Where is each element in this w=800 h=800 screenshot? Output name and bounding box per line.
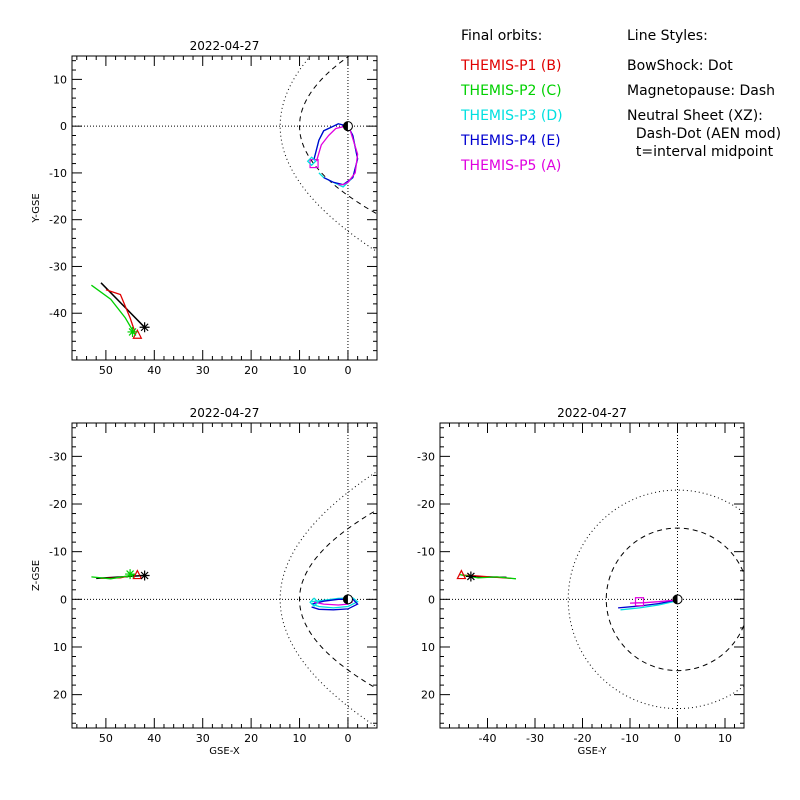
bow-shock-curve	[279, 56, 377, 253]
orbit-line-p5	[315, 125, 359, 186]
panel-xz-plane: 2022-04-27 GSE-X Z-GSE 50 40 30 20 10 0 20 10 0 -10 -…	[31, 406, 378, 757]
magnetopause-curve	[605, 527, 744, 672]
legend: Final orbits: THEMIS-P1 (B) THEMIS-P2 (C…	[460, 28, 781, 174]
y-axis-label: Z-GSE	[31, 560, 42, 591]
y-tick-label: -20	[49, 498, 67, 511]
orbit-line-p2	[91, 573, 136, 580]
y-tick-label: -40	[49, 307, 67, 320]
y-tick-label: -10	[49, 167, 67, 180]
y-tick-label: -30	[49, 450, 67, 463]
y-tick-label: -30	[49, 260, 67, 273]
panel-yz-plane: 2022-04-27 GSE-Y -40 -30 -20 -10 0 10 20 10 0 -10 -2…	[417, 406, 745, 757]
x-tick-label: 40	[147, 364, 161, 377]
y-tick-label: 20	[421, 689, 435, 702]
legend-probe-p4: THEMIS-P4 (E)	[460, 133, 561, 149]
marker-asterisk	[127, 326, 138, 337]
x-tick-label: 30	[196, 732, 210, 745]
earth-night-side	[673, 594, 678, 604]
x-tick-label: 10	[718, 732, 732, 745]
panel-title: 2022-04-27	[557, 406, 627, 420]
marker-triangle	[456, 569, 467, 580]
legend-final-orbits-title: Final orbits:	[461, 28, 542, 44]
x-tick-label: 10	[293, 732, 307, 745]
y-tick-label: -20	[49, 214, 67, 227]
marker-asterisk	[139, 570, 150, 581]
magnetopause-curve	[298, 509, 377, 690]
marker-asterisk	[465, 571, 476, 582]
x-tick-label: -20	[574, 732, 592, 745]
x-tick-label: 0	[344, 732, 351, 745]
bow-shock-curve	[279, 470, 377, 728]
x-tick-label: 10	[293, 364, 307, 377]
y-tick-label: 10	[421, 641, 435, 654]
x-tick-label: 50	[99, 364, 113, 377]
reference-track-line	[100, 282, 146, 328]
legend-style-bowshock: BowShock: Dot	[627, 58, 733, 74]
marker-triangle	[132, 569, 143, 580]
x-tick-label: -10	[621, 732, 639, 745]
legend-style-dash-dot: Dash-Dot (AEN mod)	[627, 126, 781, 142]
y-tick-label: -10	[417, 546, 435, 559]
marker-asterisk	[125, 569, 136, 580]
panel-xy-plane: 2022-04-27 Y-GSE 50 40 30 20 10 0 -40 -30 -20 -10 0 1…	[31, 39, 378, 377]
x-tick-label: 40	[147, 732, 161, 745]
panel-title: 2022-04-27	[190, 39, 260, 53]
x-axis-label: GSE-X	[209, 746, 240, 757]
x-tick-label: 20	[244, 732, 258, 745]
y-tick-label: 0	[428, 593, 435, 606]
orbit-line-p3	[311, 597, 359, 609]
x-tick-label: 50	[99, 732, 113, 745]
y-tick-label: -20	[417, 498, 435, 511]
legend-line-styles-title: Line Styles:	[627, 28, 708, 44]
y-tick-label: -10	[49, 546, 67, 559]
x-tick-label: 0	[344, 364, 351, 377]
panel-title: 2022-04-27	[190, 406, 260, 420]
y-tick-label: 0	[60, 120, 67, 133]
x-tick-label: 20	[244, 364, 258, 377]
legend-style-neutral-sheet: Neutral Sheet (XZ):	[627, 108, 763, 124]
marker-diamond	[306, 156, 317, 167]
y-tick-label: 20	[53, 689, 67, 702]
legend-style-magnetopause: Magnetopause: Dash	[627, 83, 775, 99]
orbit-line-p4	[311, 598, 359, 611]
earth-night-side	[343, 121, 348, 131]
magnetopause-curve	[298, 56, 377, 215]
legend-probe-p5: THEMIS-P5 (A)	[460, 158, 561, 174]
marker-diamond	[309, 597, 319, 608]
legend-style-midpoint: t=interval midpoint	[627, 144, 774, 160]
x-tick-label: 30	[196, 364, 210, 377]
x-tick-label: -40	[479, 732, 497, 745]
x-axis-label: GSE-Y	[578, 746, 608, 757]
x-tick-label: 0	[674, 732, 681, 745]
marker-asterisk	[139, 322, 150, 333]
orbit-line-p1	[105, 289, 136, 333]
y-axis-label: Y-GSE	[31, 193, 42, 223]
y-tick-label: 10	[53, 73, 67, 86]
y-tick-label: 10	[53, 641, 67, 654]
legend-probe-p2: THEMIS-P2 (C)	[460, 83, 562, 99]
plot-frame	[71, 55, 378, 361]
marker-square	[634, 597, 645, 607]
orbit-line-p2	[91, 284, 136, 335]
legend-probe-p1: THEMIS-P1 (B)	[460, 58, 561, 74]
plot-frame	[71, 422, 378, 729]
x-tick-label: -30	[526, 732, 544, 745]
plot-frame	[439, 422, 745, 729]
y-tick-label: -30	[417, 450, 435, 463]
y-tick-label: 0	[60, 593, 67, 606]
earth-night-side	[343, 594, 348, 604]
legend-probe-p3: THEMIS-P3 (D)	[460, 108, 563, 124]
